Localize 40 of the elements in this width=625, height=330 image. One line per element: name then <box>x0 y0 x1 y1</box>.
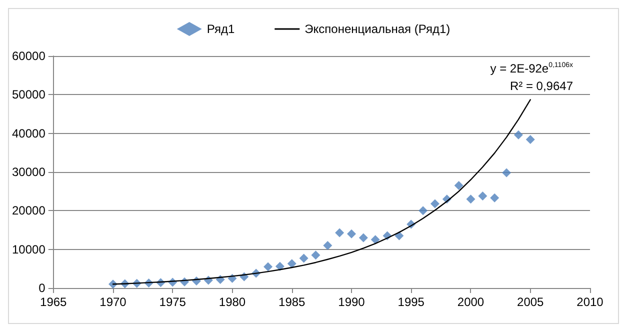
point <box>490 193 500 202</box>
point <box>430 199 440 208</box>
point <box>478 191 488 200</box>
point <box>287 259 296 268</box>
y-tick-label: 20000 <box>12 204 46 218</box>
x-tick-label: 1985 <box>278 295 306 309</box>
point <box>311 250 320 260</box>
y-tick-label: 50000 <box>12 88 46 102</box>
y-tick-label: 40000 <box>12 126 46 140</box>
x-tick-label: 2010 <box>576 295 604 309</box>
point <box>346 229 356 238</box>
x-tick-label: 1990 <box>338 295 366 309</box>
point <box>358 233 368 242</box>
legend-label: Ряд1 <box>206 22 235 36</box>
point <box>299 254 308 263</box>
y-tick-label: 30000 <box>12 165 46 179</box>
point <box>264 262 273 272</box>
x-tick-label: 2000 <box>457 295 484 309</box>
point <box>502 168 512 178</box>
y-tick-label: 0 <box>38 281 46 295</box>
point <box>454 181 464 190</box>
legend-label: Экспоненциальная (Ряд1) <box>304 22 450 36</box>
point <box>370 235 380 244</box>
point <box>275 262 284 271</box>
x-tick-label: 1965 <box>40 295 68 309</box>
x-tick-label: 2005 <box>517 295 544 309</box>
y-tick-label: 60000 <box>12 49 46 63</box>
annotation: R² = 0,9647 <box>510 79 574 93</box>
x-tick-label: 1970 <box>100 295 127 309</box>
point <box>418 206 428 216</box>
x-tick-label: 1980 <box>218 295 246 309</box>
y-tick-label: 10000 <box>12 242 46 256</box>
point <box>335 228 344 238</box>
point <box>526 135 535 144</box>
point <box>394 231 404 240</box>
point <box>466 194 476 204</box>
point <box>514 130 523 140</box>
point <box>323 240 332 250</box>
x-tick-label: 1995 <box>398 295 425 309</box>
x-tick-label: 1975 <box>159 295 186 309</box>
